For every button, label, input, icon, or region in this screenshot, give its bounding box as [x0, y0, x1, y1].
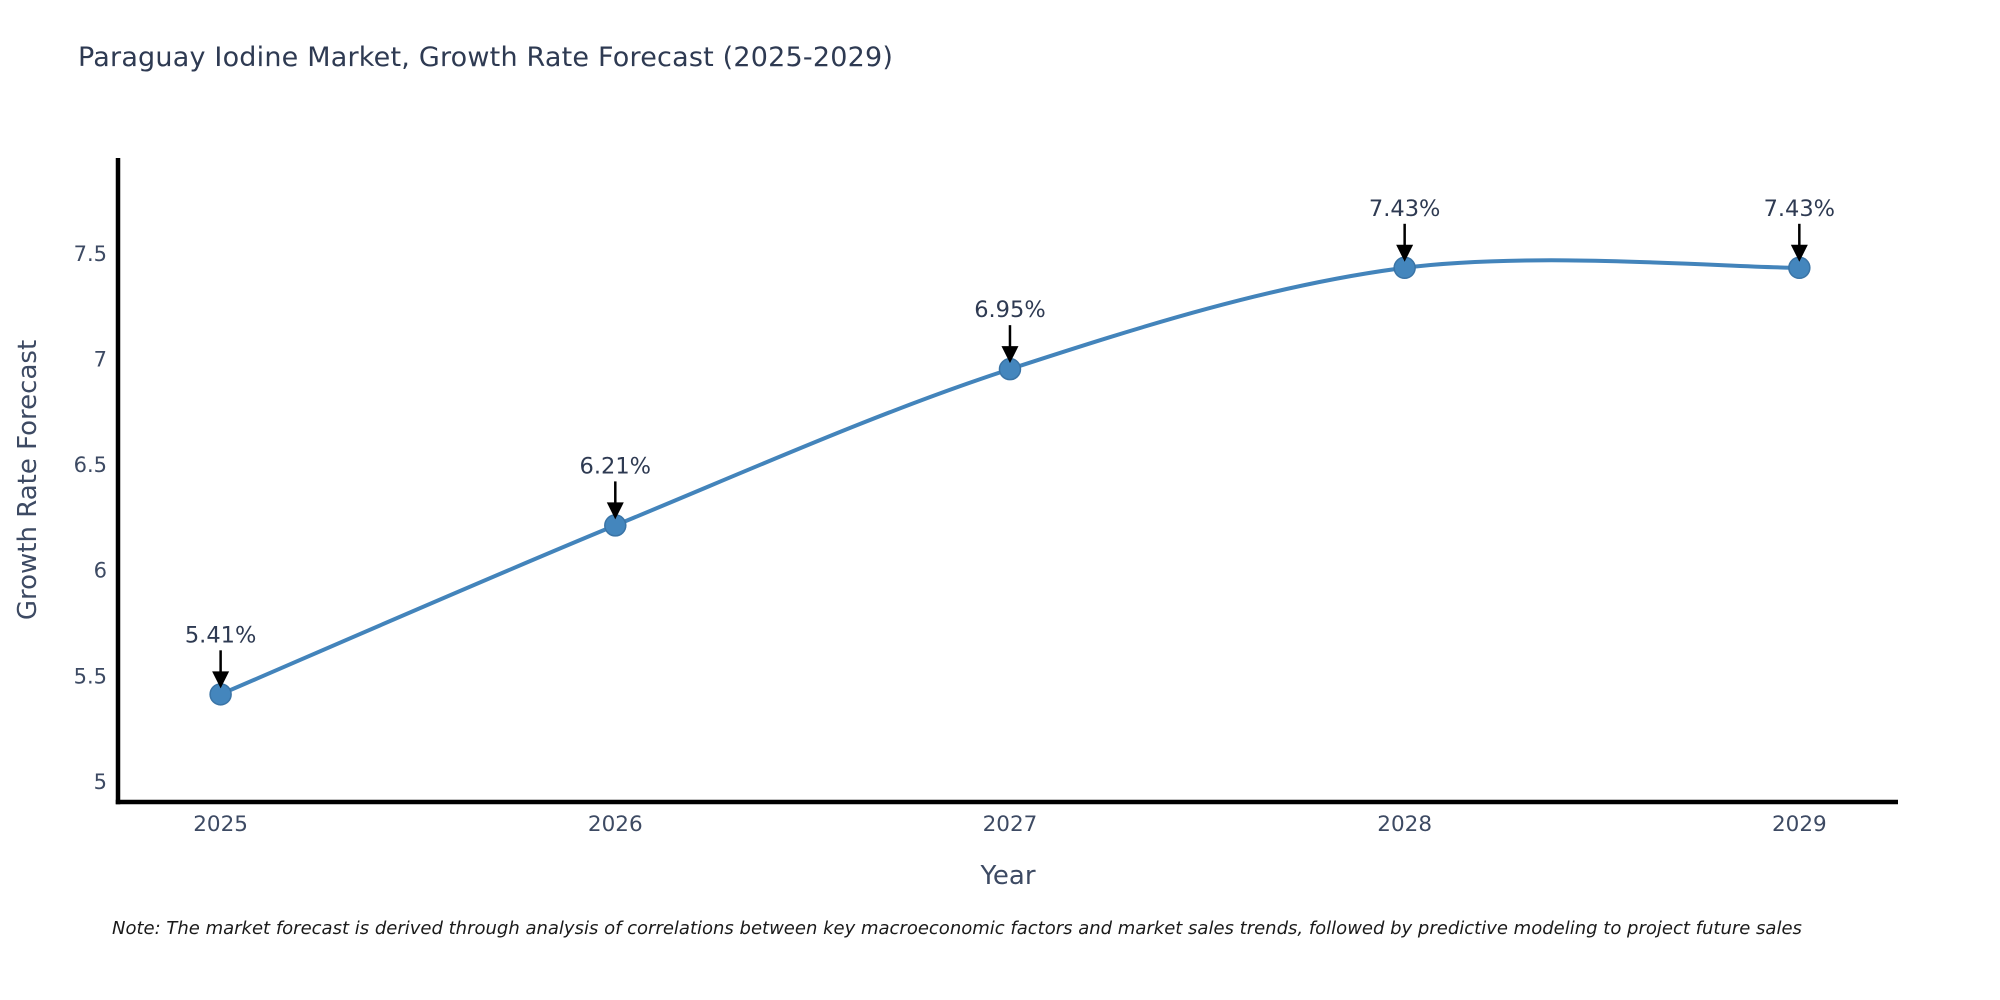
- y-tick-label: 6: [94, 559, 107, 583]
- annotation-arrow-head: [1396, 244, 1414, 262]
- annotation-label: 7.43%: [1764, 196, 1835, 222]
- y-axis-title: Growth Rate Forecast: [13, 340, 43, 620]
- x-tick-label: 2027: [983, 812, 1038, 837]
- y-tick-label: 5: [94, 770, 107, 794]
- annotation-label: 6.95%: [974, 297, 1045, 323]
- annotation-label: 6.21%: [580, 453, 651, 479]
- annotation-arrow-head: [606, 502, 624, 520]
- y-tick-label: 7.5: [74, 242, 107, 266]
- x-tick-label: 2025: [193, 812, 248, 837]
- y-tick-label: 7: [94, 348, 107, 372]
- chart-title: Paraguay Iodine Market, Growth Rate Fore…: [78, 42, 894, 73]
- annotation-arrow-head: [1790, 244, 1808, 262]
- x-tick-label: 2029: [1772, 812, 1827, 837]
- x-tick-label: 2026: [588, 812, 643, 837]
- annotation-label: 7.43%: [1369, 196, 1440, 222]
- annotation-arrow-head: [1001, 346, 1019, 364]
- x-axis-title: Year: [979, 861, 1035, 891]
- chart-footnote: Note: The market forecast is derived thr…: [112, 918, 1802, 939]
- x-tick-label: 2028: [1377, 812, 1432, 837]
- y-tick-label: 5.5: [74, 664, 107, 688]
- annotation-label: 5.41%: [185, 622, 256, 648]
- annotation-arrow-head: [212, 671, 230, 689]
- y-tick-label: 6.5: [74, 453, 107, 477]
